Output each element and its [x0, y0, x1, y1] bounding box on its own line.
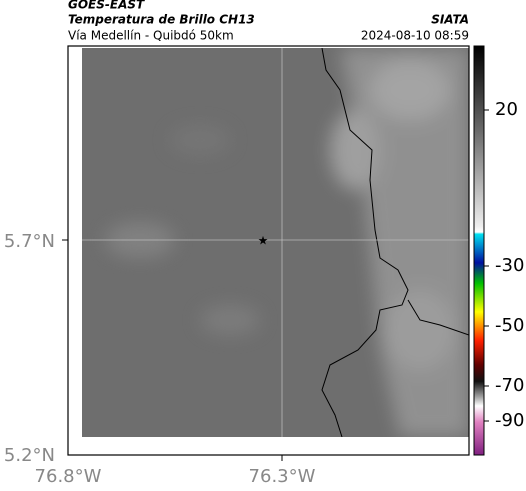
lat-label: 5.2°N	[4, 445, 55, 466]
map-frame	[67, 45, 470, 456]
colorbar-ticks: 20 -30 -50 -70 -90	[484, 99, 524, 431]
satellite-image	[82, 48, 469, 437]
header-datetime: 2024-08-10 08:59	[361, 29, 469, 43]
colorbar-label: -90	[495, 410, 524, 431]
colorbar-label: 20	[495, 99, 518, 120]
lat-label: 5.7°N	[4, 231, 55, 252]
colorbar-label: -30	[495, 255, 524, 276]
lon-label: 76.3°W	[249, 466, 316, 487]
header-source: SIATA	[431, 13, 469, 27]
colorbar-label: -50	[495, 315, 524, 336]
header-subtitle: Temperatura de Brillo CH13	[68, 13, 255, 27]
colorbar-label: -70	[495, 375, 524, 396]
header-location: Vía Medellín - Quibdó 50km	[68, 29, 234, 43]
lon-label: 76.8°W	[35, 466, 102, 487]
colorbar	[473, 45, 485, 456]
location-star: ★	[258, 234, 269, 248]
header-title: GOES-EAST	[68, 0, 145, 12]
